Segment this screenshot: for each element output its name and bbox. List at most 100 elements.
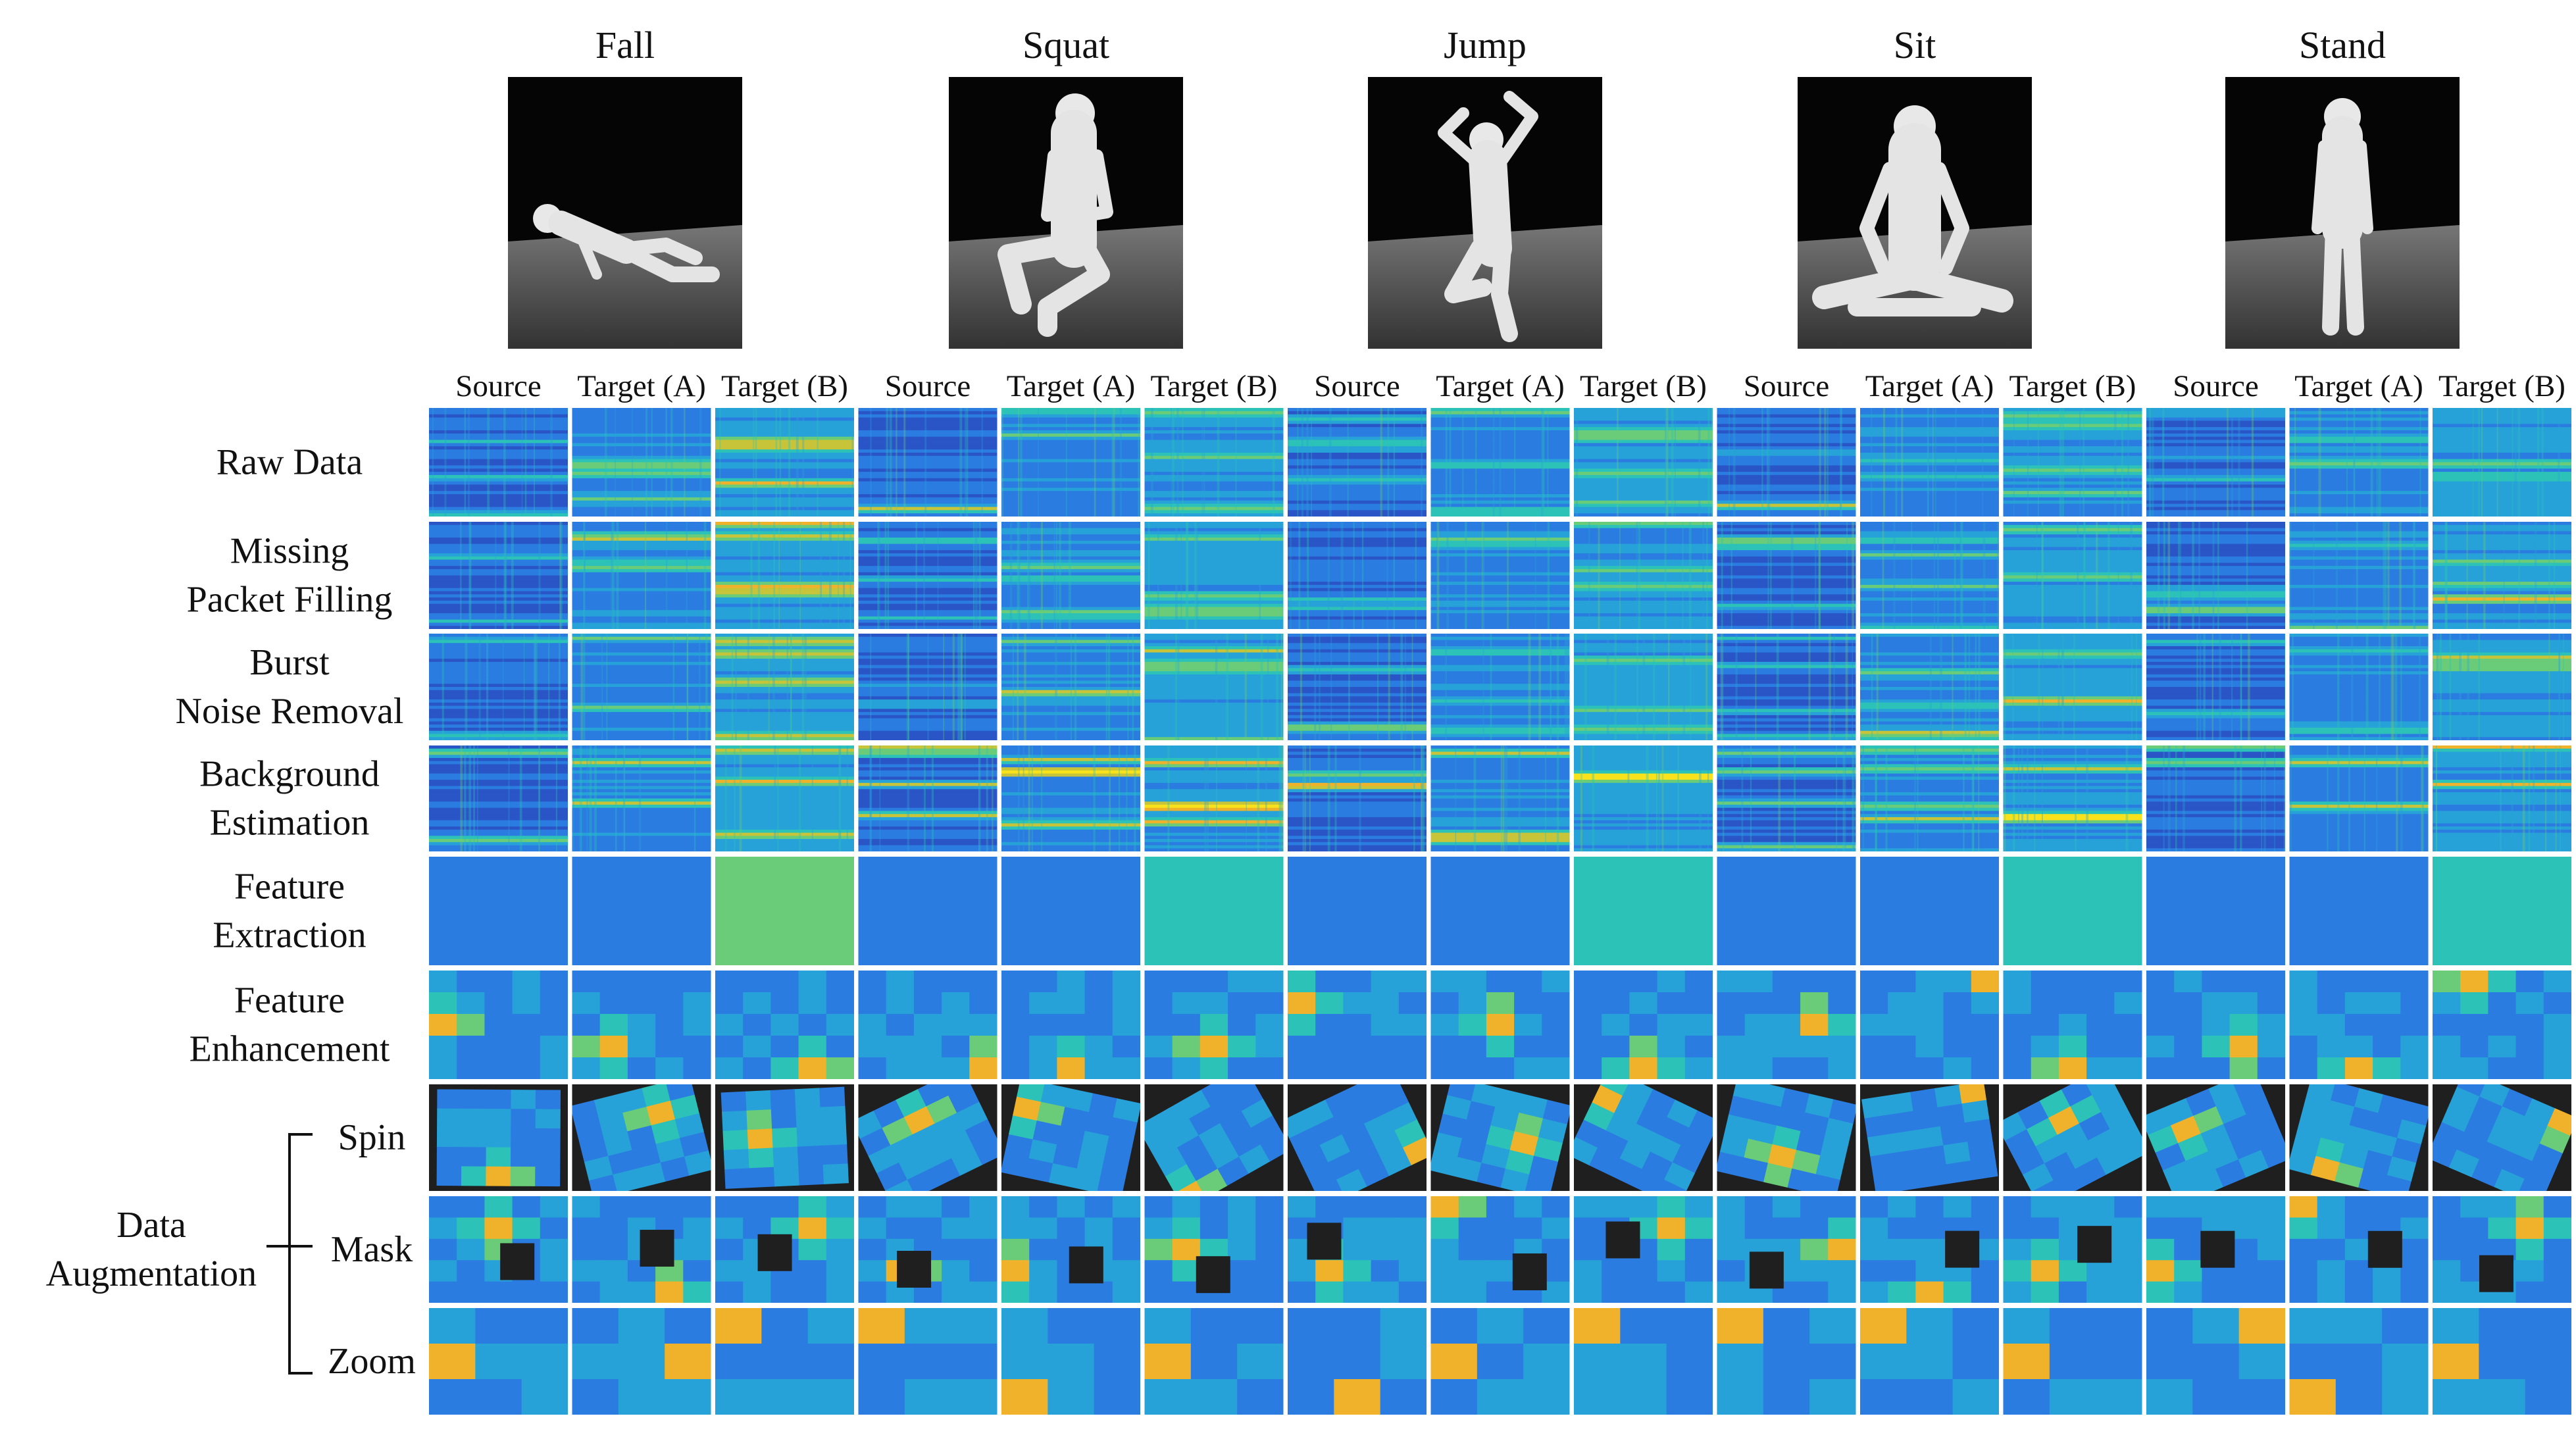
- heatmap-cell-enh: [1430, 971, 1570, 1079]
- heatmap-cell-spin: [572, 1084, 711, 1191]
- heatmap-cell-feat: [1001, 857, 1140, 965]
- heatmap-cell-spin: [2146, 1084, 2285, 1191]
- heatmap-cell-burst: [1430, 634, 1570, 740]
- activity-headers: Fall Squat Jump Sit Stand: [508, 24, 2460, 349]
- heatmap-cell-burst: [1001, 634, 1140, 740]
- heatmap-cell-bg: [858, 745, 998, 851]
- domain-header: Target (A): [1436, 369, 1565, 403]
- heatmap-cell-raw: [858, 408, 998, 517]
- pose-photo-jump: [1368, 77, 1602, 349]
- mannequin-figure: [2311, 98, 2373, 336]
- activity-title-fall: Fall: [595, 24, 655, 66]
- heatmap-cell-zoom: [1430, 1308, 1570, 1415]
- heatmap-cell-enh: [1001, 971, 1140, 1079]
- heatmap-cell-fill: [1430, 522, 1570, 629]
- heatmap-cell-feat: [1144, 857, 1284, 965]
- row-label-mask: Mask: [331, 1229, 413, 1270]
- heatmap-cell-enh: [1288, 971, 1427, 1079]
- heatmap-cell-raw: [2289, 408, 2429, 517]
- mask-block: [2479, 1255, 2513, 1292]
- heatmap-cell-spin: [858, 1084, 998, 1191]
- heatmap-cell-feat: [1288, 857, 1427, 965]
- heatmap-cell-enh: [429, 971, 568, 1079]
- mask-block: [2077, 1226, 2112, 1263]
- heatmap-cell-enh: [715, 971, 854, 1079]
- heatmap-cell-feat: [1574, 857, 1713, 965]
- heatmap-cell-mask: [858, 1196, 998, 1303]
- heatmap-cell-feat: [858, 857, 998, 965]
- mask-block: [640, 1230, 674, 1267]
- augmentation-group-label: Data: [116, 1205, 186, 1246]
- pose-photo-fall: [508, 77, 742, 349]
- heatmap-cell-feat: [2146, 857, 2285, 965]
- heatmap-cell-raw: [1430, 408, 1570, 517]
- activity-title-sit: Sit: [1894, 24, 1936, 66]
- heatmap-cell-raw: [1001, 408, 1140, 517]
- heatmap-cell-fill: [715, 522, 854, 629]
- heatmap-cell-burst: [1860, 634, 1999, 740]
- heatmap-cell-mask: [1574, 1196, 1713, 1303]
- row-label-feat: Feature: [234, 867, 345, 907]
- heatmap-cell-mask: [1717, 1196, 1856, 1303]
- heatmap-cell-raw: [429, 408, 568, 517]
- domain-header: Source: [885, 369, 971, 403]
- heatmap-cell-fill: [1144, 522, 1284, 629]
- row-label-burst: Noise Removal: [176, 691, 404, 732]
- heatmap-cell-zoom: [429, 1308, 568, 1415]
- heatmap-cell-fill: [1288, 522, 1427, 629]
- mask-block: [1196, 1256, 1230, 1294]
- mask-block: [1945, 1230, 1980, 1268]
- domain-header: Source: [1744, 369, 1830, 403]
- augmentation-bracket: [266, 1133, 313, 1375]
- row-labels: Raw Data Missing Packet Filling Burst Noise …: [46, 442, 416, 1382]
- row-label-enh: Enhancement: [189, 1029, 390, 1070]
- pose-photo-stand: [2225, 77, 2460, 349]
- heatmap-cell-burst: [1144, 634, 1284, 740]
- mannequin-figure: [998, 93, 1113, 337]
- heatmap-cell-bg: [1860, 745, 1999, 851]
- heatmap-cell-raw: [715, 408, 854, 517]
- heatmap-cell-raw: [572, 408, 711, 517]
- row-label-fill: Packet Filling: [187, 580, 393, 620]
- heatmap-cell-spin: [1144, 1084, 1284, 1191]
- heatmap-cell-fill: [1717, 522, 1856, 629]
- row-label-fill: Missing: [230, 531, 349, 572]
- heatmap-cell-zoom: [1717, 1308, 1856, 1415]
- heatmap-cell-spin: [1288, 1084, 1427, 1191]
- mask-block: [1307, 1223, 1342, 1260]
- heatmap-cell-mask: [2289, 1196, 2429, 1303]
- row-label-raw: Raw Data: [216, 442, 363, 483]
- heatmap-cell-mask: [1430, 1196, 1570, 1303]
- heatmap-cell-fill: [2433, 522, 2571, 629]
- heatmap-cell-zoom: [1574, 1308, 1713, 1415]
- row-label-zoom: Zoom: [328, 1341, 416, 1382]
- heatmap-cell-mask: [1288, 1196, 1427, 1303]
- heatmap-cell-spin: [1430, 1084, 1570, 1191]
- domain-header: Target (B): [721, 369, 848, 403]
- domain-header: Target (B): [2009, 369, 2136, 403]
- mannequin-figure: [1812, 105, 2013, 316]
- heatmap-cell-burst: [858, 634, 998, 740]
- heatmap-cell-enh: [1144, 971, 1284, 1079]
- heatmap-cell-feat: [429, 857, 568, 965]
- heatmap-cell-bg: [2146, 745, 2285, 851]
- domain-header: Target (A): [1865, 369, 1994, 403]
- heatmap-cell-feat: [1717, 857, 1856, 965]
- heatmap-cell-bg: [1717, 745, 1856, 851]
- heatmap-cell-enh: [2003, 971, 2142, 1079]
- heatmap-cell-enh: [1860, 971, 1999, 1079]
- row-label-bg: Background: [199, 754, 380, 795]
- activity-title-stand: Stand: [2299, 24, 2386, 66]
- heatmap-cell-feat: [1430, 857, 1570, 965]
- heatmap-cell-feat: [572, 857, 711, 965]
- heatmap-cell-raw: [1574, 408, 1713, 517]
- heatmap-cell-fill: [572, 522, 711, 629]
- heatmap-cell-mask: [1001, 1196, 1140, 1303]
- row-label-burst: Burst: [249, 642, 330, 683]
- heatmap-cell-burst: [2289, 634, 2429, 740]
- heatmap-cell-feat: [1860, 857, 1999, 965]
- heatmap-cell-fill: [2003, 522, 2142, 629]
- heatmap-cell-burst: [715, 634, 854, 740]
- row-label-spin: Spin: [338, 1117, 406, 1158]
- heatmap-cell-zoom: [1860, 1308, 1999, 1415]
